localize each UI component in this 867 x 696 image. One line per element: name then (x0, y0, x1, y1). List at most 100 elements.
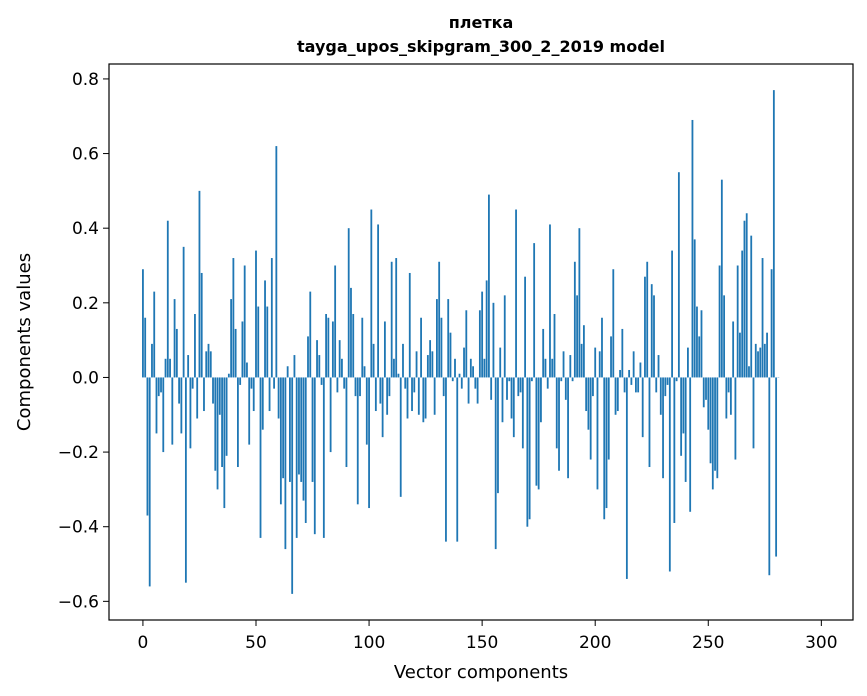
bar (476, 377, 479, 404)
bar (218, 377, 221, 415)
y-tick-label: −0.4 (58, 518, 99, 538)
bar (171, 377, 174, 445)
bar (447, 299, 450, 378)
bar (650, 284, 653, 378)
bar (524, 276, 526, 378)
bar (641, 377, 644, 438)
bar (540, 377, 542, 423)
bar (474, 377, 477, 389)
x-tick-label: 200 (579, 633, 611, 653)
bar (716, 377, 719, 479)
chart-subtitle: tayga_upos_skipgram_300_2_2019 model (297, 37, 665, 56)
bar (535, 377, 538, 486)
x-tick-label: 100 (353, 633, 385, 653)
bar (178, 377, 181, 404)
bar (490, 377, 493, 400)
bar (472, 366, 474, 378)
bar (569, 355, 572, 378)
bar (551, 358, 554, 378)
bar (485, 280, 488, 378)
bar (560, 377, 563, 382)
bar (390, 261, 393, 378)
bar (395, 258, 398, 378)
bar (383, 321, 386, 378)
bar (451, 377, 454, 382)
bar (173, 299, 176, 378)
bar (151, 343, 153, 378)
bar (259, 377, 262, 538)
bar (573, 261, 576, 378)
bar (625, 377, 628, 579)
bar (510, 377, 513, 419)
bar (329, 377, 332, 453)
bar (700, 310, 703, 378)
bar (533, 243, 536, 378)
bar (198, 190, 201, 378)
bar (275, 146, 278, 378)
bar (702, 377, 705, 408)
bar (766, 332, 768, 378)
bar (393, 358, 395, 378)
bar (239, 377, 242, 385)
bar (194, 314, 196, 378)
bar (612, 269, 615, 378)
bar (255, 250, 257, 378)
bar (370, 209, 373, 378)
y-axis-ticks: −0.6 −0.4 −0.2 0.0 0.2 0.4 0.6 0.8 (58, 70, 109, 612)
bar (739, 332, 741, 378)
bar (345, 377, 348, 468)
x-axis-ticks: 0 50 100 150 200 250 300 (138, 620, 838, 653)
bar (542, 328, 545, 378)
x-tick-label: 150 (466, 633, 498, 653)
bar (187, 355, 190, 378)
bar (562, 351, 565, 378)
bar (589, 377, 592, 460)
bar (223, 377, 226, 509)
bar (144, 317, 147, 378)
bar (270, 258, 273, 378)
bar (381, 377, 384, 438)
bar (277, 377, 280, 419)
bar (307, 336, 309, 378)
bar (492, 302, 495, 378)
bar (549, 224, 551, 378)
bar (564, 377, 567, 400)
bar (359, 377, 361, 397)
bar (483, 358, 486, 378)
bar (488, 194, 490, 378)
bar (571, 377, 574, 382)
bar (316, 340, 318, 378)
bar (515, 209, 517, 378)
bar (180, 377, 183, 434)
bar (241, 321, 244, 378)
x-axis-label: Vector components (394, 662, 568, 683)
bar (458, 373, 461, 378)
bar (404, 377, 407, 389)
bar (467, 377, 470, 404)
bar (252, 377, 255, 412)
bar (639, 362, 642, 378)
bar (587, 377, 590, 430)
bar (420, 317, 422, 378)
bar (750, 235, 753, 378)
bar (614, 377, 617, 415)
bar (284, 377, 287, 550)
bar (429, 340, 432, 378)
bar (327, 317, 330, 378)
bar (413, 377, 416, 393)
bar (698, 336, 701, 378)
bar (610, 336, 612, 378)
bar (300, 377, 303, 482)
bar (189, 377, 192, 449)
bar (273, 377, 275, 389)
bar (673, 377, 676, 523)
bar (257, 306, 260, 378)
bar (162, 377, 165, 453)
bar (309, 291, 312, 378)
bar (166, 220, 169, 378)
bar (212, 377, 214, 404)
bar (682, 377, 685, 434)
bar (442, 377, 445, 397)
bar (237, 377, 239, 468)
bar (397, 373, 400, 378)
